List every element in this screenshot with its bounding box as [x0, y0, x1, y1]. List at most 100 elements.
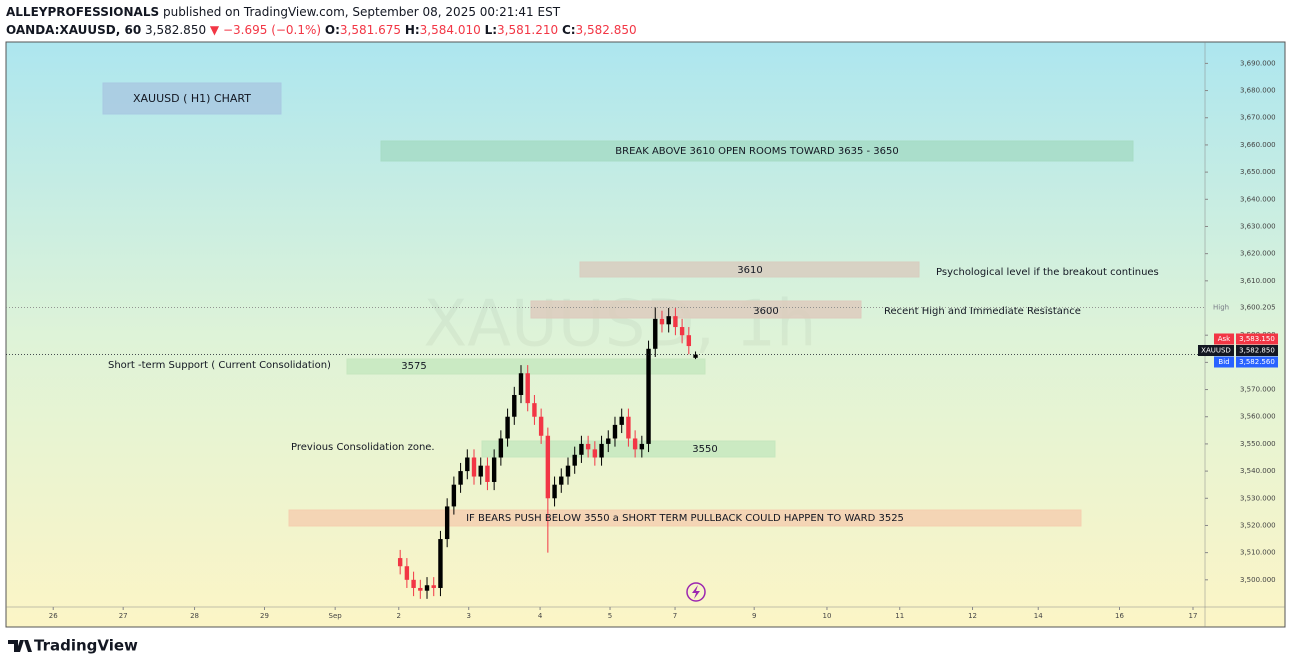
brand: TradingView [34, 637, 138, 655]
price-tag-label: 3,583.150 [1239, 335, 1275, 343]
candle-body [404, 566, 410, 580]
ohlc-value: 3,581.210 [497, 23, 558, 37]
x-tick-label: 17 [1189, 612, 1198, 620]
candle-body [431, 585, 436, 588]
candle-body [444, 506, 450, 540]
y-tick-label: 3,650.000 [1240, 168, 1276, 176]
y-tick-label: 3,510.000 [1240, 549, 1276, 557]
price-tag-name: XAUUSD [1201, 347, 1231, 355]
candle-body [424, 585, 430, 591]
x-tick-label: 10 [823, 612, 832, 620]
change: ▼ −3.695 (−0.1%) [210, 23, 321, 37]
candle-body [478, 465, 483, 477]
candle-body [505, 416, 510, 439]
candle-body [606, 438, 611, 444]
quote-line: OANDA:XAUUSD, 60 3,582.850 ▼ −3.695 (−0.… [6, 23, 637, 37]
x-tick-label: 27 [119, 612, 128, 620]
y-tick-label: 3,630.000 [1240, 222, 1276, 230]
annotation: IF BEARS PUSH BELOW 3550 a SHORT TERM PU… [466, 513, 904, 524]
candle-body [397, 558, 403, 567]
candle-body [659, 318, 665, 325]
candle-body [411, 579, 416, 588]
candle-body [686, 335, 692, 347]
candle-body [646, 348, 651, 444]
candle-body [599, 443, 604, 458]
price-line-label: 3,600.205 [1240, 303, 1276, 311]
ohlc-label: C: [562, 23, 576, 37]
candle-body [438, 539, 443, 588]
x-tick-label: 26 [49, 612, 58, 620]
y-tick-label: 3,500.000 [1240, 576, 1276, 584]
candle-body [579, 443, 584, 455]
candle-body [572, 454, 577, 466]
candle-body [673, 316, 678, 328]
header-line: ALLEYPROFESSIONALS published on TradingV… [6, 5, 561, 19]
candle-body [592, 449, 598, 458]
annotation: BREAK ABOVE 3610 OPEN ROOMS TOWARD 3635 … [615, 146, 898, 157]
ohlc-label: O: [325, 23, 340, 37]
price-tag [1236, 356, 1278, 368]
x-tick-label: 14 [1034, 612, 1043, 620]
x-tick-label: 4 [538, 612, 543, 620]
symbol: OANDA:XAUUSD, 60 [6, 23, 141, 37]
annotation: Psychological level if the breakout cont… [936, 267, 1159, 278]
ohlc-value: 3,581.675 [340, 23, 401, 37]
candle-body [451, 484, 457, 507]
annotation: 3575 [401, 361, 426, 372]
y-tick-label: 3,540.000 [1240, 467, 1276, 475]
candle-body [465, 457, 470, 472]
x-tick-label: 9 [752, 612, 756, 620]
ohlc-label: L: [485, 23, 497, 37]
price-tag [1236, 345, 1278, 356]
x-tick-label: Sep [329, 612, 343, 620]
watermark: XAUUSD, 1h [423, 288, 816, 362]
price-tag-name: Ask [1218, 335, 1231, 343]
last: 3,582.850 [145, 23, 206, 37]
price-tag-name-box [1214, 333, 1234, 345]
candle-body [532, 403, 537, 417]
candle-body [679, 327, 685, 336]
y-tick-label: 3,610.000 [1240, 277, 1276, 285]
candle-body [639, 443, 645, 450]
annotation: 3600 [753, 306, 778, 317]
author: ALLEYPROFESSIONALS [6, 5, 159, 19]
zone [579, 261, 920, 278]
y-tick-label: 3,620.000 [1240, 250, 1276, 258]
ohlc-label: H: [405, 23, 420, 37]
published: published on TradingView.com, September … [163, 5, 561, 19]
candle-body [626, 416, 631, 439]
price-tag-label: 3,582.560 [1239, 358, 1275, 366]
x-tick-label: 16 [1115, 612, 1124, 620]
candle-body [612, 424, 618, 439]
logo-mark [8, 640, 32, 652]
y-tick-label: 3,690.000 [1240, 59, 1276, 67]
x-tick-label: 29 [260, 612, 269, 620]
candle-body [498, 438, 504, 458]
candle-body [525, 373, 530, 404]
annotation: 3550 [692, 444, 717, 455]
y-tick-label: 3,570.000 [1240, 386, 1276, 394]
annotation: Short -term Support ( Current Consolidat… [108, 360, 331, 371]
candle-body [619, 416, 624, 425]
event-icon[interactable] [686, 582, 706, 602]
y-tick-label: 3,660.000 [1240, 141, 1276, 149]
x-tick-label: 11 [895, 612, 904, 620]
candle-body [538, 416, 544, 436]
price-tag-name: Bid [1218, 358, 1229, 366]
candle-body [559, 476, 564, 485]
zone [102, 82, 282, 115]
annotation: XAUUSD ( H1) CHART [133, 92, 251, 105]
candle-body [693, 354, 698, 358]
x-tick-label: 7 [673, 612, 677, 620]
x-tick-label: 28 [190, 612, 199, 620]
ohlc-value: 3,584.010 [420, 23, 481, 37]
price-tag-name-box [1214, 356, 1234, 368]
annotation: 3610 [737, 265, 762, 276]
chart-frame [5, 41, 1286, 628]
candle-body [471, 457, 477, 477]
candle-body [545, 435, 551, 499]
event-bolt [692, 585, 700, 599]
candle-body [552, 484, 557, 499]
